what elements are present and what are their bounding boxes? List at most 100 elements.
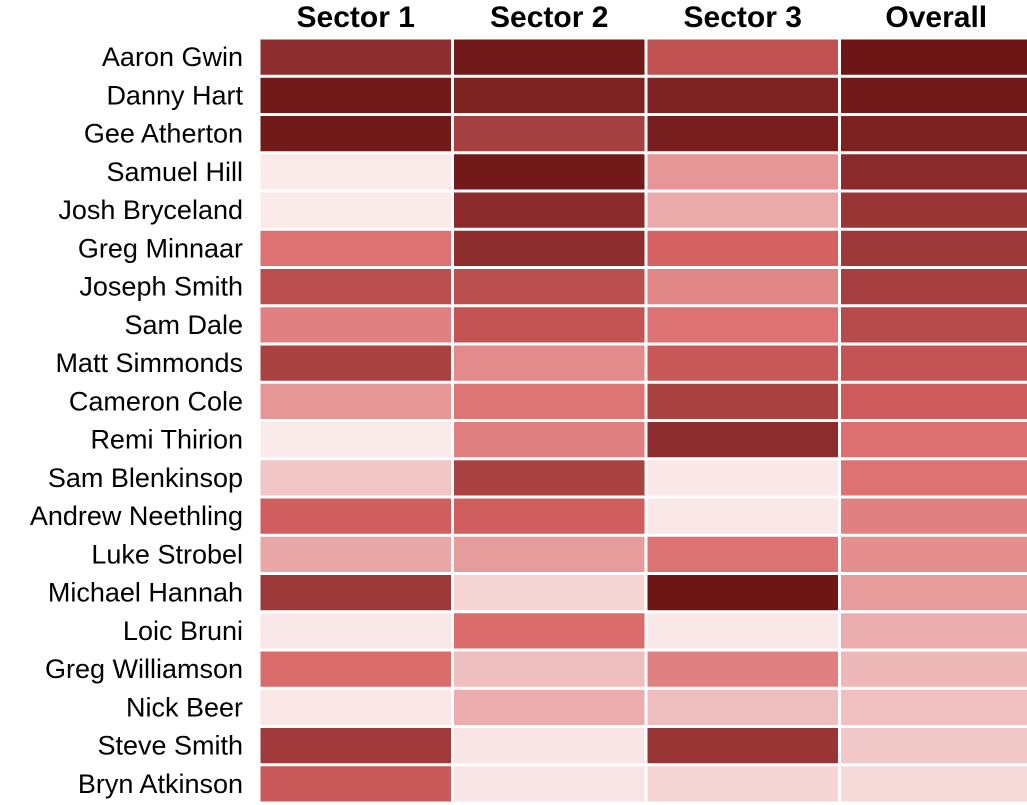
row-label-samuel-hill: Samuel Hill (106, 157, 243, 187)
heatmap-cell-cameron-cole-sector-3 (647, 383, 838, 419)
row-label-bryn-atkinson: Bryn Atkinson (78, 769, 243, 799)
column-label-sector-1: Sector 1 (297, 1, 415, 34)
heatmap-cell-sam-blenkinsop-sector-2 (454, 460, 645, 496)
heatmap-cell-samuel-hill-overall (841, 154, 1027, 190)
row-label-nick-beer: Nick Beer (126, 692, 243, 722)
heatmap-cell-josh-bryceland-overall (841, 192, 1027, 228)
heatmap-cell-andrew-neethling-sector-1 (260, 498, 451, 534)
heatmap-cell-luke-strobel-sector-2 (454, 536, 645, 572)
row-labels: Aaron Gwin Danny Hart Gee Atherton Samuel H… (30, 42, 244, 799)
heatmap-cell-sam-dale-sector-2 (454, 307, 645, 343)
heatmap-cell-danny-hart-sector-1 (260, 77, 451, 113)
heatmap-cell-sam-dale-overall (841, 307, 1027, 343)
row-label-gee-atherton: Gee Atherton (84, 119, 243, 149)
heatmap-cell-michael-hannah-overall (841, 575, 1027, 611)
heatmap-cell-loic-bruni-sector-2 (454, 613, 645, 649)
heatmap-cell-michael-hannah-sector-2 (454, 575, 645, 611)
heatmap-cell-josh-bryceland-sector-1 (260, 192, 451, 228)
heatmap-cell-samuel-hill-sector-2 (454, 154, 645, 190)
row-label-andrew-neethling: Andrew Neethling (30, 501, 243, 531)
row-label-luke-strobel: Luke Strobel (91, 539, 243, 569)
heatmap-cell-greg-minnaar-sector-3 (647, 230, 838, 266)
heatmap-cell-matt-simmonds-sector-2 (454, 345, 645, 381)
heatmap-cell-andrew-neethling-sector-3 (647, 498, 838, 534)
heatmap-cell-matt-simmonds-overall (841, 345, 1027, 381)
heatmap-cell-loic-bruni-overall (841, 613, 1027, 649)
heatmap-cell-aaron-gwin-sector-3 (647, 39, 838, 75)
heatmap-cell-remi-thirion-sector-3 (647, 422, 838, 458)
row-label-danny-hart: Danny Hart (106, 80, 243, 110)
row-label-greg-minnaar: Greg Minnaar (78, 233, 243, 263)
heatmap-cell-nick-beer-sector-2 (454, 689, 645, 725)
heatmap-cell-michael-hannah-sector-1 (260, 575, 451, 611)
heatmap-cell-gee-atherton-sector-1 (260, 116, 451, 152)
heatmap-cell-greg-minnaar-overall (841, 230, 1027, 266)
heatmap-cells (260, 39, 1027, 802)
row-label-sam-blenkinsop: Sam Blenkinsop (48, 463, 243, 493)
heatmap-cell-matt-simmonds-sector-3 (647, 345, 838, 381)
heatmap-cell-joseph-smith-overall (841, 269, 1027, 305)
heatmap-cell-greg-williamson-sector-3 (647, 651, 838, 687)
heatmap-cell-remi-thirion-sector-1 (260, 422, 451, 458)
row-label-sam-dale: Sam Dale (124, 310, 243, 340)
row-label-matt-simmonds: Matt Simmonds (55, 348, 243, 378)
heatmap-cell-matt-simmonds-sector-1 (260, 345, 451, 381)
heatmap-cell-steve-smith-overall (841, 728, 1027, 764)
heatmap-cell-cameron-cole-sector-1 (260, 383, 451, 419)
heatmap-cell-danny-hart-overall (841, 77, 1027, 113)
row-label-joseph-smith: Joseph Smith (79, 272, 243, 302)
heatmap-cell-luke-strobel-sector-3 (647, 536, 838, 572)
heatmap-cell-sam-dale-sector-3 (647, 307, 838, 343)
heatmap-cell-gee-atherton-overall (841, 116, 1027, 152)
row-label-remi-thirion: Remi Thirion (90, 425, 243, 455)
heatmap-cell-joseph-smith-sector-1 (260, 269, 451, 305)
column-labels: Sector 1 Sector 2 Sector 3 Overall (297, 1, 988, 34)
heatmap-cell-remi-thirion-overall (841, 422, 1027, 458)
row-label-cameron-cole: Cameron Cole (69, 386, 243, 416)
row-label-greg-williamson: Greg Williamson (45, 654, 243, 684)
heatmap-cell-greg-minnaar-sector-2 (454, 230, 645, 266)
heatmap-cell-michael-hannah-sector-3 (647, 575, 838, 611)
heatmap-cell-steve-smith-sector-2 (454, 728, 645, 764)
row-label-josh-bryceland: Josh Bryceland (58, 195, 243, 225)
row-label-steve-smith: Steve Smith (97, 731, 243, 761)
row-label-loic-bruni: Loic Bruni (123, 616, 243, 646)
heatmap-cell-steve-smith-sector-1 (260, 728, 451, 764)
heatmap-cell-greg-minnaar-sector-1 (260, 230, 451, 266)
heatmap-cell-nick-beer-sector-3 (647, 689, 838, 725)
column-label-sector-2: Sector 2 (490, 1, 608, 34)
heatmap-cell-sam-dale-sector-1 (260, 307, 451, 343)
heatmap-cell-nick-beer-sector-1 (260, 689, 451, 725)
heatmap-cell-greg-williamson-sector-2 (454, 651, 645, 687)
heatmap-cell-aaron-gwin-sector-2 (454, 39, 645, 75)
heatmap-cell-sam-blenkinsop-sector-1 (260, 460, 451, 496)
heatmap-cell-luke-strobel-sector-1 (260, 536, 451, 572)
heatmap-cell-danny-hart-sector-2 (454, 77, 645, 113)
heatmap-cell-danny-hart-sector-3 (647, 77, 838, 113)
column-label-sector-3: Sector 3 (684, 1, 802, 34)
heatmap-cell-greg-williamson-overall (841, 651, 1027, 687)
heatmap-cell-samuel-hill-sector-1 (260, 154, 451, 190)
heatmap-cell-cameron-cole-sector-2 (454, 383, 645, 419)
heatmap-cell-joseph-smith-sector-2 (454, 269, 645, 305)
heatmap-cell-andrew-neethling-overall (841, 498, 1027, 534)
heatmap-cell-josh-bryceland-sector-2 (454, 192, 645, 228)
heatmap-cell-gee-atherton-sector-2 (454, 116, 645, 152)
heatmap-cell-cameron-cole-overall (841, 383, 1027, 419)
heatmap-cell-remi-thirion-sector-2 (454, 422, 645, 458)
column-label-overall: Overall (885, 1, 987, 34)
heatmap-cell-sam-blenkinsop-overall (841, 460, 1027, 496)
heatmap-cell-loic-bruni-sector-1 (260, 613, 451, 649)
heatmap-cell-joseph-smith-sector-3 (647, 269, 838, 305)
heatmap-cell-aaron-gwin-overall (841, 39, 1027, 75)
heatmap-cell-sam-blenkinsop-sector-3 (647, 460, 838, 496)
heatmap-cell-aaron-gwin-sector-1 (260, 39, 451, 75)
heatmap-cell-andrew-neethling-sector-2 (454, 498, 645, 534)
heatmap-cell-bryn-atkinson-sector-3 (647, 766, 838, 802)
heatmap-cell-samuel-hill-sector-3 (647, 154, 838, 190)
heatmap-cell-greg-williamson-sector-1 (260, 651, 451, 687)
row-label-michael-hannah: Michael Hannah (48, 578, 243, 608)
heatmap-cell-gee-atherton-sector-3 (647, 116, 838, 152)
heatmap-cell-nick-beer-overall (841, 689, 1027, 725)
